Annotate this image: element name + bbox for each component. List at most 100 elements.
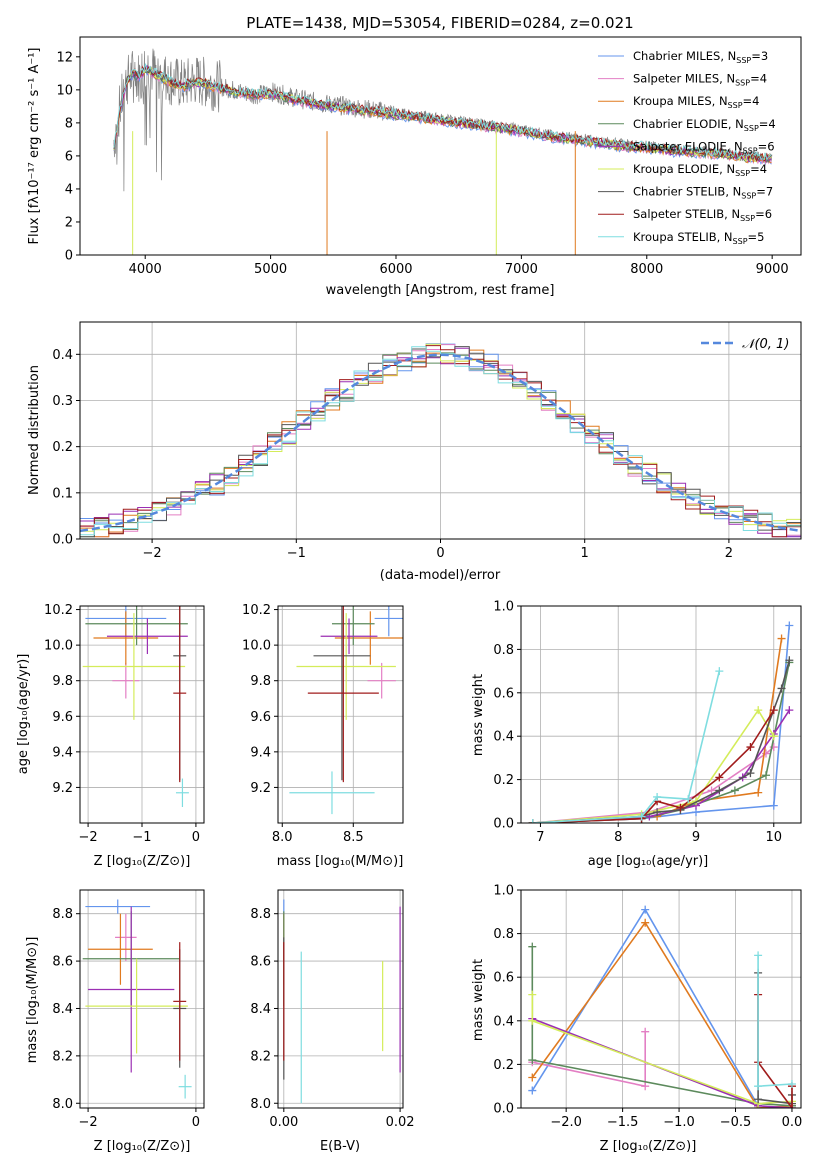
weight_vs_age-xtick-label: 10 xyxy=(766,830,783,845)
spectrum-model-line xyxy=(113,63,772,162)
weight_vs_age-ytick-label: 0.8 xyxy=(493,643,514,658)
legend-label: Chabrier STELIB, NSSP=7 xyxy=(633,185,773,201)
mass-z-ylabel: mass [log₁₀(M/M⊙)] xyxy=(25,937,40,1064)
weight_vs_age-marker xyxy=(754,706,763,715)
weight_vs_age-marker xyxy=(777,634,786,643)
residuals-ytick-label: 0.2 xyxy=(52,440,73,455)
weight_vs_age-ytick-label: 0.0 xyxy=(493,817,514,832)
weight_vs_age-ytick-label: 1.0 xyxy=(493,600,514,615)
weight_vs_age-marker xyxy=(528,819,537,823)
weight_vs_age-marker xyxy=(684,795,693,804)
mass_vs_EBV-points xyxy=(283,899,401,1104)
legend-label-sub: SSP xyxy=(741,192,756,201)
weight_vs_Z-ytick-label: 0.0 xyxy=(493,1102,514,1117)
weight_vs_age-xtick-label: 9 xyxy=(692,830,700,845)
weight_vs_Z-xtick-label: −0.5 xyxy=(720,1115,752,1130)
mass_vs_Z-xtick-label: −2 xyxy=(79,1115,98,1130)
weight_vs_Z-marker xyxy=(528,942,537,951)
spectrum-xtick-label: 7000 xyxy=(505,262,538,277)
weight_vs_Z-ytick-label: 0.4 xyxy=(493,1014,514,1029)
weight_vs_age-marker xyxy=(785,656,794,665)
spectrum-ytick-label: 8 xyxy=(65,116,73,131)
legend-label: Salpeter STELIB, NSSP=6 xyxy=(633,207,772,223)
weight_vs_Z-ytick-label: 0.6 xyxy=(493,971,514,986)
mass_vs_Z-point xyxy=(85,958,188,1054)
weight-age-ylabel: mass weight xyxy=(471,674,486,756)
age_vs_mass-point xyxy=(320,618,378,655)
age_vs_Z-point xyxy=(85,606,188,646)
age_vs_Z-point xyxy=(82,613,186,720)
legend-label-sub: SSP xyxy=(735,79,750,88)
residuals-frame xyxy=(79,321,802,540)
weight_vs_Z-xtick-label: −1.0 xyxy=(663,1115,695,1130)
weight_vs_age-marker xyxy=(746,743,755,752)
weight_vs_Z-marker xyxy=(528,990,537,999)
age_vs_mass-ytick-label: 9.2 xyxy=(250,781,271,796)
weight_vs_Z-series xyxy=(754,951,796,1091)
residuals-xtick-label: 1 xyxy=(581,546,589,561)
residuals-xtick-label: 0 xyxy=(436,546,444,561)
legend-label-count: =6 xyxy=(758,139,775,153)
weight_vs_age-ytick-label: 0.6 xyxy=(493,686,514,701)
legend-label: Salpeter MILES, NSSP=4 xyxy=(633,72,767,88)
age_vs_mass-xtick-label: 8.5 xyxy=(343,830,364,845)
legend-label-count: =3 xyxy=(751,49,768,63)
weight_vs_Z-ytick-label: 0.2 xyxy=(493,1058,514,1073)
mass_vs_EBV-xtick-label: 0.02 xyxy=(386,1115,415,1130)
age_vs_Z-xtick-label: −1 xyxy=(132,830,151,845)
gaussian-curve xyxy=(80,353,801,533)
weight_vs_age-marker xyxy=(769,706,778,715)
weight_vs_age-ytick-label: 0.4 xyxy=(493,730,514,745)
weight_vs_age-marker xyxy=(730,786,739,795)
spectrum-xlabel: wavelength [Angstrom, rest frame] xyxy=(326,283,555,298)
age_vs_mass-point xyxy=(331,606,375,646)
age_vs_Z-point xyxy=(175,778,189,807)
spectrum-ytick-label: 6 xyxy=(65,149,73,164)
age_vs_mass-point xyxy=(374,606,403,637)
residuals-xtick-label: −1 xyxy=(287,546,306,561)
age_vs_mass-point xyxy=(367,662,396,699)
age_vs_Z-ytick-label: 10.2 xyxy=(44,603,73,618)
weight_vs_Z-lines xyxy=(528,905,796,1108)
age_vs_mass-points xyxy=(289,606,403,815)
weight_vs_age-series xyxy=(528,667,724,823)
residuals-ytick-label: 0.0 xyxy=(52,533,73,548)
weight_vs_Z-marker xyxy=(641,918,650,927)
residuals-ytick-label: 0.3 xyxy=(52,394,73,409)
age_vs_Z-ytick-label: 10.0 xyxy=(44,639,73,654)
age_vs_mass-ytick-label: 9.6 xyxy=(250,710,271,725)
weight_vs_age-marker xyxy=(715,773,724,782)
age_vs_Z-ytick-label: 9.4 xyxy=(52,745,73,760)
legend-label-sub: SSP xyxy=(740,214,755,223)
age_vs_Z-axes: −2 −1 0 9.2 9.4 9.6 9.8 10.0 10.2 xyxy=(44,603,204,845)
spectrum-xtick-label: 5000 xyxy=(254,262,287,277)
weight_vs_age-marker xyxy=(769,801,778,810)
weight_vs_age-marker xyxy=(785,706,794,715)
age_vs_Z-point xyxy=(173,606,187,783)
spectrum-ytick-label: 0 xyxy=(65,249,73,264)
spectrum-frame xyxy=(79,36,802,256)
age_vs_mass-frame xyxy=(277,605,404,824)
weight_vs_Z-marker xyxy=(754,1082,763,1091)
weight_vs_Z-marker xyxy=(641,1082,650,1091)
weight_vs_age-xtick-label: 8 xyxy=(614,830,622,845)
age_vs_mass-point xyxy=(313,606,371,781)
legend-label-name: Salpeter MILES, N xyxy=(633,72,735,86)
mass_vs_Z-axes: −2 0 8.0 8.2 8.4 8.6 8.8 xyxy=(52,890,204,1130)
weight_vs_age-marker xyxy=(762,771,770,780)
spectrum-ylabel: Flux [fλ10⁻¹⁷ erg cm⁻² s⁻¹ A⁻¹] xyxy=(27,48,42,245)
weight_vs_Z-marker xyxy=(754,951,763,960)
legend-label-sub: SSP xyxy=(733,237,748,246)
residual-histogram-line xyxy=(80,346,801,536)
weight_vs_age-marker xyxy=(637,812,646,821)
weight_vs_age-frame xyxy=(520,605,802,824)
residuals-xtick-label: −2 xyxy=(143,546,162,561)
weight_vs_Z-marker xyxy=(528,1086,537,1095)
mass_vs_Z-ytick-label: 8.2 xyxy=(52,1049,73,1064)
age-z-ylabel: age [log₁₀(age/yr)] xyxy=(16,654,31,775)
weight_vs_Z-marker xyxy=(641,905,650,914)
mass_vs_Z-point xyxy=(85,899,151,914)
age_vs_Z-points xyxy=(82,606,189,807)
